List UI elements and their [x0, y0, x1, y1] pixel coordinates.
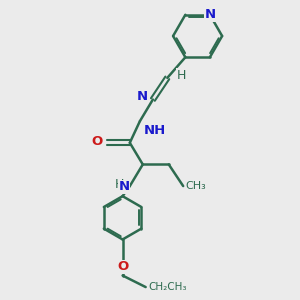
Text: O: O — [117, 260, 128, 273]
Text: CH₂CH₃: CH₂CH₃ — [148, 282, 187, 292]
Text: O: O — [91, 135, 102, 148]
Text: N: N — [119, 180, 130, 194]
Text: CH₃: CH₃ — [185, 181, 206, 191]
Text: N: N — [204, 8, 215, 21]
Text: N: N — [136, 89, 148, 103]
Text: NH: NH — [143, 124, 166, 137]
Text: H: H — [176, 69, 186, 82]
Text: H: H — [115, 178, 124, 191]
